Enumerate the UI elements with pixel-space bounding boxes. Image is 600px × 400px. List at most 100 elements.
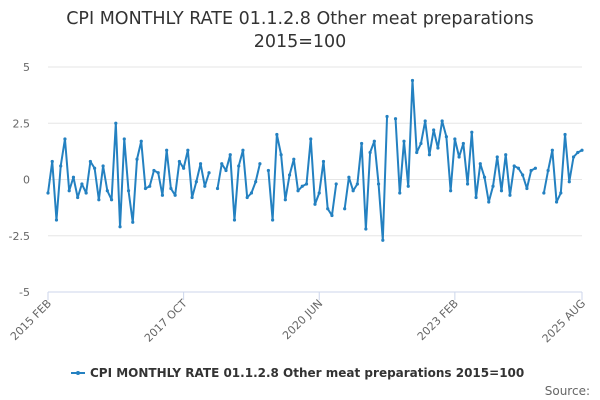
data-point[interactable] [80, 182, 84, 186]
data-point[interactable] [563, 132, 567, 137]
data-point[interactable] [313, 202, 317, 206]
data-point[interactable] [67, 189, 71, 193]
data-point[interactable] [135, 157, 139, 161]
data-point[interactable] [292, 157, 296, 161]
data-point[interactable] [419, 141, 423, 146]
data-point[interactable] [474, 195, 478, 200]
data-point[interactable] [258, 162, 262, 166]
data-point[interactable] [521, 173, 525, 177]
data-point[interactable] [355, 182, 359, 186]
data-point[interactable] [76, 195, 80, 200]
data-point[interactable] [215, 186, 220, 191]
data-point[interactable] [101, 164, 105, 168]
data-point[interactable] [330, 213, 334, 218]
data-point[interactable] [84, 191, 88, 195]
data-point[interactable] [122, 137, 126, 141]
data-point[interactable] [46, 191, 50, 195]
data-point[interactable] [525, 186, 529, 191]
data-point[interactable] [279, 153, 283, 157]
data-point[interactable] [317, 191, 321, 195]
data-point[interactable] [470, 130, 474, 134]
data-point[interactable] [143, 186, 148, 191]
data-point[interactable] [118, 225, 122, 229]
data-point[interactable] [97, 198, 101, 202]
data-point[interactable] [364, 227, 368, 231]
data-point[interactable] [554, 200, 559, 204]
data-point[interactable] [59, 164, 63, 168]
data-point[interactable] [499, 189, 504, 193]
data-point[interactable] [334, 182, 338, 186]
data-point[interactable] [546, 168, 550, 173]
data-point[interactable] [232, 218, 237, 222]
data-point[interactable] [88, 159, 92, 164]
data-point[interactable] [372, 139, 376, 143]
data-point[interactable] [304, 182, 309, 186]
data-point[interactable] [512, 164, 516, 168]
data-point[interactable] [207, 171, 211, 175]
data-point[interactable] [249, 191, 254, 195]
data-point[interactable] [495, 155, 499, 159]
data-point[interactable] [402, 139, 406, 143]
data-point[interactable] [478, 162, 482, 166]
data-point[interactable] [228, 153, 232, 157]
data-point[interactable] [148, 184, 152, 188]
data-point[interactable] [360, 141, 364, 146]
data-point[interactable] [550, 148, 554, 152]
data-point[interactable] [139, 139, 143, 143]
data-point[interactable] [245, 195, 249, 200]
data-point[interactable] [54, 218, 59, 222]
data-point[interactable] [271, 218, 275, 222]
data-point[interactable] [542, 191, 546, 195]
data-point[interactable] [529, 168, 533, 173]
data-point[interactable] [432, 128, 436, 132]
data-point[interactable] [410, 78, 415, 83]
data-point[interactable] [508, 193, 512, 197]
data-point[interactable] [504, 153, 508, 157]
data-point[interactable] [109, 198, 114, 202]
data-point[interactable] [93, 166, 97, 170]
data-point[interactable] [415, 150, 419, 155]
data-point[interactable] [406, 184, 410, 188]
data-point[interactable] [254, 180, 258, 184]
data-point[interactable] [220, 162, 224, 166]
data-point[interactable] [482, 175, 487, 179]
data-point[interactable] [287, 173, 292, 177]
data-point[interactable] [237, 164, 241, 168]
data-point[interactable] [444, 135, 448, 139]
data-point[interactable] [165, 148, 169, 152]
data-point[interactable] [198, 162, 203, 166]
data-point[interactable] [296, 189, 300, 193]
data-point[interactable] [487, 200, 491, 204]
data-point[interactable] [186, 148, 190, 152]
data-point[interactable] [283, 198, 287, 202]
data-point[interactable] [105, 189, 109, 193]
data-point[interactable] [453, 137, 457, 141]
data-point[interactable] [203, 184, 207, 188]
data-point[interactable] [173, 193, 177, 197]
data-point[interactable] [351, 189, 355, 193]
data-point[interactable] [177, 159, 181, 164]
data-point[interactable] [71, 175, 76, 179]
data-point[interactable] [160, 193, 165, 197]
data-point[interactable] [393, 117, 398, 121]
data-point[interactable] [343, 207, 347, 211]
data-point[interactable] [169, 186, 173, 191]
data-point[interactable] [347, 175, 351, 179]
data-point[interactable] [580, 148, 584, 152]
data-point[interactable] [182, 166, 186, 170]
source-credit[interactable]: Source: [545, 384, 590, 398]
data-point[interactable] [491, 184, 495, 188]
data-point[interactable] [224, 168, 228, 173]
data-point[interactable] [449, 189, 453, 193]
legend[interactable]: CPI MONTHLY RATE 01.1.2.8 Other meat pre… [71, 366, 524, 380]
data-point[interactable] [326, 207, 330, 211]
data-point[interactable] [457, 155, 461, 159]
data-point[interactable] [436, 146, 440, 150]
data-point[interactable] [376, 182, 381, 186]
data-point[interactable] [368, 150, 372, 155]
data-point[interactable] [266, 168, 270, 173]
data-point[interactable] [465, 182, 470, 186]
data-point[interactable] [398, 191, 402, 195]
data-point[interactable] [152, 168, 156, 173]
data-point[interactable] [559, 191, 563, 195]
